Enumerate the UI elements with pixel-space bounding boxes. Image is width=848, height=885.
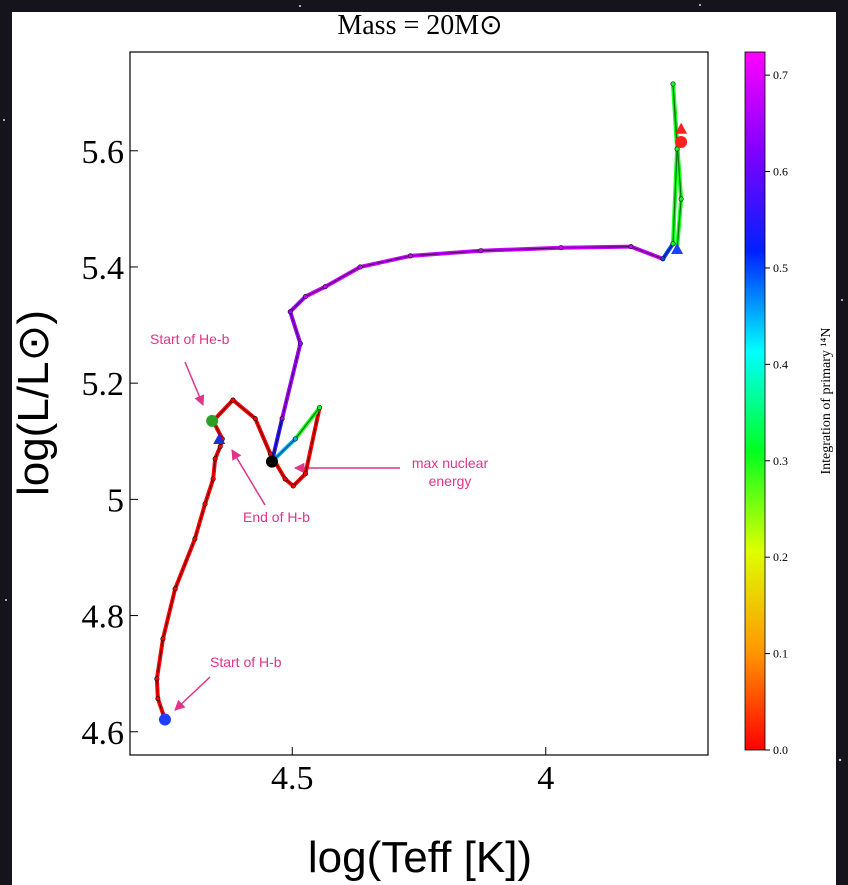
track-point [292,436,298,442]
track-point [297,341,303,347]
y-tick-label: 5 [107,482,124,519]
track-point [210,476,216,482]
track-point [558,245,564,251]
annotations: Start of He-b End of H-b max nuclear ener… [150,331,489,711]
track-point [217,443,223,449]
colorbar-tick-label: 0.2 [773,550,788,564]
y-tick-label: 4.6 [82,715,125,752]
star-background [3,4,843,762]
colorbar-tick-label: 0.0 [773,743,788,757]
annotation-arrow [174,676,211,711]
y-tick-label: 5.4 [82,250,125,287]
track-point [302,294,308,300]
track-point [202,501,208,507]
y-tick-label: 4.8 [82,599,125,636]
track-point [678,196,684,202]
colorbar [744,51,766,751]
track-point [230,397,236,403]
track-point [155,696,161,702]
colorbar-label: Integration of primary ¹⁴N [819,327,834,474]
colorbar-tick-label: 0.7 [773,68,788,82]
annotation-arrow [231,449,266,506]
colorbar-tick-label: 0.6 [773,165,788,179]
annotation-arrow [184,361,205,406]
track-point [290,483,296,489]
marker [265,455,278,468]
x-axis-label: log(Teff [K]) [308,833,532,882]
track-point [317,405,323,411]
track-point [357,264,363,270]
annotation: max nuclear [412,455,489,471]
x-tick-label: 4.5 [271,760,314,797]
track-point [670,81,676,87]
annotation: max nuclear energy [412,455,489,489]
track-point [192,536,198,542]
track-point [154,676,160,682]
marker [206,414,219,427]
panel [12,12,836,885]
colorbar-tick-label: 0.3 [773,454,788,468]
marker [675,136,688,149]
colorbar-tick-label: 0.5 [773,261,788,275]
colorbar-tick-label: 0.1 [773,647,788,661]
colorbar-tick-label: 0.4 [773,357,788,371]
track-point [407,253,413,259]
track-point [279,416,285,422]
annotation: energy [429,473,472,489]
plot-frame [129,51,709,756]
track-point [302,471,308,477]
track-point [252,416,258,422]
y-tick-label: 5.2 [82,366,125,403]
track-point [478,248,484,254]
track-point [267,451,273,457]
track-point [160,636,166,642]
marker [671,242,684,254]
annotation: Start of He-b [150,331,230,347]
track-point [670,241,676,247]
x-tick-label: 4 [537,760,554,797]
track-point [674,146,680,152]
marker [158,713,171,726]
track-point [287,309,293,315]
track-point [212,456,218,462]
track-point [322,284,328,290]
y-tick-label: 5.6 [82,134,125,171]
annotation: End of H-b [243,509,310,525]
y-axis-label: log(L/L⊙) [9,310,58,496]
track-point [172,586,178,592]
track-point [282,476,288,482]
track-point [628,244,634,250]
chart-title: Mass = 20M⊙ [337,10,502,41]
track-point [660,256,666,262]
annotation: Start of H-b [210,654,282,670]
marker [675,122,688,134]
marker [213,432,226,444]
